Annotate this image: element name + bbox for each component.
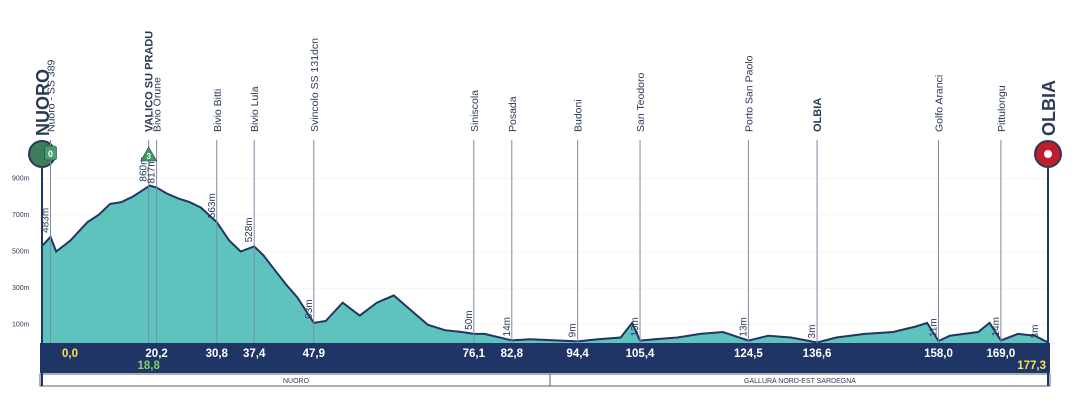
waypoint-name: Svincolo SS 131dcn xyxy=(309,38,321,132)
km-label: 177,3 xyxy=(1017,360,1046,372)
km-label: 169,0 xyxy=(987,348,1016,360)
waypoint-altitude: 14m xyxy=(991,317,1002,336)
waypoint-altitude: 3m xyxy=(807,325,818,339)
waypoint-name: Golfo Aranci xyxy=(933,75,945,132)
waypoint-altitude: 11m xyxy=(928,318,939,337)
climb-marker-icon xyxy=(140,146,158,162)
waypoint-name: Bivio Lula xyxy=(249,86,261,132)
sprint-marker-label: 0 xyxy=(48,149,53,159)
finish-dot-icon xyxy=(1044,150,1052,158)
y-tick-label: 900m xyxy=(12,175,30,182)
km-label: 105,4 xyxy=(626,348,655,360)
waypoint-name: Pittulongu xyxy=(996,85,1008,132)
waypoint-altitude: 563m xyxy=(207,193,218,218)
km-label: 136,6 xyxy=(803,348,832,360)
km-label: 124,5 xyxy=(734,348,763,360)
waypoint-altitude: 14m xyxy=(502,317,513,336)
profile-line xyxy=(41,184,1049,344)
climb-marker-label: 3 xyxy=(146,152,151,161)
waypoint-name: Nuoro - SS 389 xyxy=(46,59,58,132)
km-label: 47,9 xyxy=(303,348,325,360)
waypoint-altitude: 13m xyxy=(738,317,749,336)
y-tick-label: 100m xyxy=(12,322,30,329)
sprint-marker-icon xyxy=(44,145,57,161)
waypoint-name: Bivio Bitti xyxy=(212,89,224,132)
waypoint-altitude: 483m xyxy=(41,208,52,233)
start-label: NUORO xyxy=(33,69,53,136)
region-label: GALLURA NORD-EST SARDEGNA xyxy=(744,378,856,385)
region-strip xyxy=(39,373,1051,387)
km-label: 158,0 xyxy=(924,348,953,360)
waypoint-altitude: 3m xyxy=(1030,325,1041,339)
waypoint-name: Siniscola xyxy=(469,90,481,132)
km-label: 20,2 xyxy=(145,348,167,360)
km-label: 0,0 xyxy=(62,348,78,360)
y-tick-label: 300m xyxy=(12,285,30,292)
waypoint-name: Porto San Paolo xyxy=(743,55,755,132)
waypoint-altitude: 50m xyxy=(464,310,475,329)
km-label: 76,1 xyxy=(463,348,486,360)
region-label: NUORO xyxy=(283,378,310,385)
y-tick-label: 700m xyxy=(12,212,30,219)
waypoint-altitude: 860m xyxy=(139,157,150,182)
waypoint-name: Bivio Orune xyxy=(152,77,164,132)
waypoint-altitude: 13m xyxy=(630,317,641,336)
waypoint-altitude: 93m xyxy=(304,299,315,318)
waypoint-altitude: 817m xyxy=(147,158,158,183)
waypoint-name: San Teodoro xyxy=(635,72,647,132)
finish-label: OLBIA xyxy=(1039,80,1059,136)
km-band xyxy=(40,343,1050,373)
waypoint-name: Posada xyxy=(507,96,519,132)
km-label: 82,8 xyxy=(501,348,524,360)
waypoint-name: OLBIA xyxy=(812,98,824,132)
km-label: 37,4 xyxy=(243,348,266,360)
km-label: 18,8 xyxy=(137,360,160,372)
km-label: 30,8 xyxy=(206,348,229,360)
waypoint-name: VALICO SU PRADU xyxy=(144,31,156,132)
waypoint-altitude: 528m xyxy=(244,217,255,242)
km-label: 94,4 xyxy=(566,348,589,360)
y-tick-label: 500m xyxy=(12,249,30,256)
waypoint-name: Budoni xyxy=(573,99,585,132)
profile-area xyxy=(42,185,1048,343)
waypoint-altitude: 9m xyxy=(568,323,579,337)
